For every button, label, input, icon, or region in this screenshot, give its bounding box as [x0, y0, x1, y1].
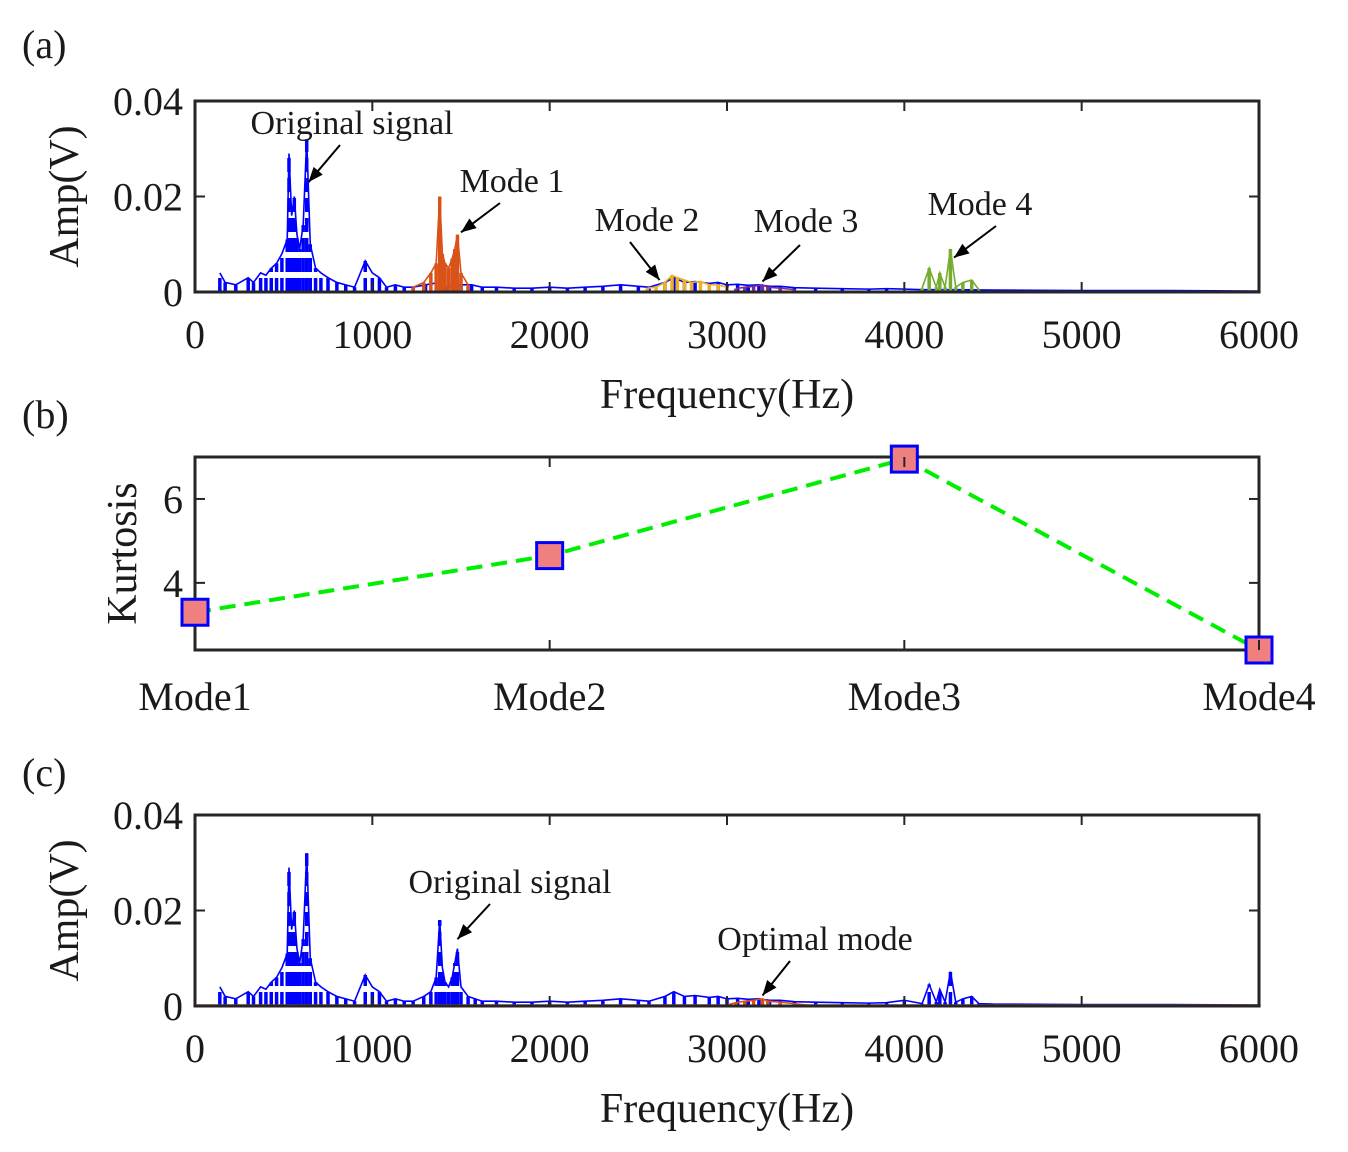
panel-label-a: (a) [22, 22, 66, 67]
y-axis-title: Amp(V) [42, 839, 88, 981]
kurtosis-marker-1 [535, 541, 565, 571]
annotation-label: Original signal [250, 105, 453, 142]
annotation-label: Optimal mode [717, 921, 912, 958]
x-tick-label: 4000 [864, 312, 944, 357]
annotation-4: Mode 4 [928, 186, 1033, 259]
x-tick-label: 6000 [1219, 312, 1299, 357]
panel-label-c: (c) [22, 750, 66, 795]
x-axis-title: Frequency(Hz) [600, 372, 854, 418]
x-tick-label: 3000 [687, 312, 767, 357]
annotation-arrow-1-head [461, 218, 477, 233]
series-mode4 [920, 248, 981, 292]
x-tick-label: 6000 [1219, 1026, 1299, 1071]
y-tick-label: 0.04 [113, 79, 183, 124]
chart-panel-b: Mode1 Mode2 Mode3 Mode4 4 6 Kurtosis [100, 444, 1316, 719]
annotation-label: Mode 2 [595, 202, 700, 239]
x-tick-label: 3000 [687, 1026, 767, 1071]
annotation-arrow-0-head [457, 924, 473, 940]
annotation-1: Optimal mode [717, 921, 913, 997]
x-tick-label: 1000 [332, 1026, 412, 1071]
annotation-arrow-1-head [762, 980, 777, 996]
series-original-line [219, 139, 1260, 292]
annotation-1: Mode 1 [460, 163, 565, 234]
annotation-0: Original signal [408, 864, 612, 940]
annotation-label: Mode 3 [754, 203, 859, 240]
y-tick-label: 0.02 [113, 175, 183, 220]
y-tick-label: 0.04 [113, 793, 183, 838]
kurtosis-marker-0 [180, 597, 210, 627]
x-tick-label: Mode2 [493, 674, 606, 719]
x-tick-label: Mode1 [138, 674, 251, 719]
annotation-3: Mode 3 [754, 203, 859, 283]
y-tick-label: 6 [163, 477, 183, 522]
chart-panel-a: 0 1000 2000 3000 4000 5000 6000 0 0.02 0.04 Freque… [42, 79, 1299, 418]
annotation-0: Original signal [250, 105, 454, 183]
x-tick-label: 0 [185, 1026, 205, 1071]
x-tick-label: 2000 [510, 1026, 590, 1071]
y-tick-label: 0.02 [113, 889, 183, 934]
x-tick-label: 5000 [1042, 1026, 1122, 1071]
series-mode2-line [647, 274, 728, 289]
series-mode4-line [921, 248, 980, 291]
annotation-arrow-0-head [308, 166, 323, 183]
y-tick-label: 0 [163, 984, 183, 1029]
x-tick-label: 4000 [864, 1026, 944, 1071]
x-tick-label: 1000 [332, 312, 412, 357]
y-axis-title: Kurtosis [100, 482, 146, 624]
series-mode1 [411, 196, 470, 292]
x-tick-label: 0 [185, 312, 205, 357]
series-mode2 [645, 274, 729, 292]
x-axis-title: Frequency(Hz) [600, 1086, 854, 1132]
annotation-arrow-3-head [762, 266, 778, 282]
x-tick-label: 2000 [510, 312, 590, 357]
annotation-arrow-2-head [645, 264, 660, 281]
annotation-arrow-4-head [953, 243, 970, 258]
annotation-label: Mode 4 [928, 186, 1033, 223]
annotation-2: Mode 2 [595, 202, 700, 281]
y-tick-label: 4 [163, 561, 183, 606]
kurtosis-line [194, 456, 1260, 652]
y-tick-label: 0 [163, 270, 183, 315]
plot-frame [193, 455, 1261, 652]
x-tick-label: 5000 [1042, 312, 1122, 357]
annotation-label: Original signal [408, 864, 611, 901]
x-tick-label: Mode4 [1202, 674, 1315, 719]
y-axis-title: Amp(V) [42, 125, 88, 267]
series-original [218, 139, 1261, 292]
chart-panel-c: 0 1000 2000 3000 4000 5000 6000 0 0.02 0.04 Freque… [42, 793, 1299, 1132]
plot-frame [193, 813, 1261, 1008]
panel-label-b: (b) [22, 392, 69, 437]
annotation-label: Mode 1 [460, 163, 565, 200]
x-tick-label: Mode3 [848, 674, 961, 719]
